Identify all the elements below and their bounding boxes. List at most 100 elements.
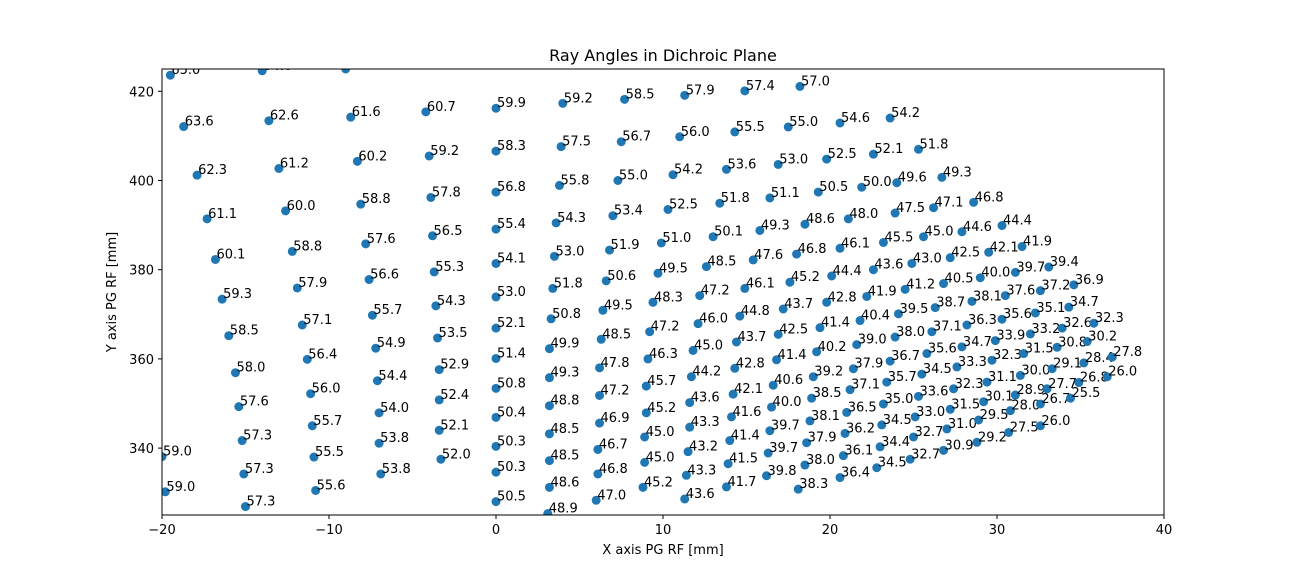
point-label: 37.2	[1041, 279, 1070, 294]
scatter-point	[595, 363, 605, 373]
scatter-point	[1079, 358, 1089, 368]
point-label: 34.7	[963, 335, 992, 350]
point-label: 26.0	[1108, 365, 1137, 380]
scatter-point	[765, 193, 775, 203]
point-label: 46.0	[699, 312, 728, 327]
y-tick-label: 380	[129, 264, 154, 279]
scatter-point	[641, 408, 651, 418]
point-label: 58.8	[293, 239, 322, 254]
point-label: 44.6	[963, 220, 992, 235]
scatter-point	[352, 156, 362, 166]
point-label: 41.4	[778, 348, 807, 363]
scatter-point	[491, 292, 501, 302]
point-label: 54.6	[841, 111, 870, 126]
point-label: 29.5	[980, 408, 1009, 423]
scatter-point	[234, 402, 244, 412]
point-label: 35.7	[888, 370, 917, 385]
scatter-point	[822, 154, 832, 164]
point-label: 38.1	[811, 409, 840, 424]
scatter-point	[281, 206, 291, 216]
point-label: 39.7	[1016, 260, 1045, 275]
scatter-point	[795, 81, 805, 91]
scatter-point	[640, 457, 650, 467]
point-label: 35.1	[1036, 301, 1065, 316]
scatter-point	[544, 456, 554, 466]
point-label: 53.0	[555, 244, 584, 259]
point-label: 50.8	[497, 376, 526, 391]
point-label: 38.7	[936, 296, 965, 311]
point-label: 49.5	[604, 298, 633, 313]
point-label: 49.3	[943, 165, 972, 180]
point-label: 44.4	[1003, 214, 1032, 229]
scatter-point	[491, 323, 501, 333]
point-label: 62.3	[198, 163, 227, 178]
point-label: 39.2	[814, 365, 843, 380]
point-label: 53.5	[439, 326, 468, 341]
scatter-point	[554, 180, 564, 190]
point-label: 27.5	[1010, 420, 1039, 435]
scatter-point	[763, 448, 773, 458]
point-label: 53.6	[727, 157, 756, 172]
scatter-point	[274, 163, 284, 173]
scatter-point	[302, 354, 312, 364]
scatter-point	[544, 482, 554, 492]
x-tick-label: 40	[1156, 523, 1173, 538]
point-label: 35.6	[1003, 307, 1032, 322]
scatter-point	[939, 279, 949, 289]
point-label: 54.2	[674, 163, 703, 178]
scatter-point	[1102, 372, 1112, 382]
point-label: 40.2	[818, 340, 847, 355]
point-label: 50.8	[552, 307, 581, 322]
point-label: 31.1	[988, 370, 1017, 385]
point-label: 57.8	[432, 185, 461, 200]
point-label: 44.8	[741, 304, 770, 319]
scatter-point	[942, 424, 952, 434]
point-label: 31.5	[951, 397, 980, 412]
point-label: 42.1	[734, 382, 763, 397]
point-label: 65.0	[171, 63, 200, 78]
scatter-point	[239, 469, 249, 479]
scatter-point	[356, 199, 366, 209]
y-tick-label: 340	[129, 442, 154, 457]
scatter-point	[808, 372, 818, 382]
scatter-point	[835, 118, 845, 128]
scatter-point	[307, 421, 317, 431]
scatter-point	[374, 438, 384, 448]
point-label: 64.0	[263, 59, 292, 74]
scatter-point	[1089, 318, 1099, 328]
point-label: 59.3	[223, 287, 252, 302]
scatter-point	[548, 283, 558, 293]
point-label: 52.9	[440, 358, 469, 373]
scatter-point	[640, 432, 650, 442]
scatter-point	[765, 426, 775, 436]
point-label: 39.7	[769, 441, 798, 456]
scatter-point	[740, 86, 750, 96]
scatter-point	[341, 69, 351, 74]
scatter-point	[433, 333, 443, 343]
point-label: 37.1	[851, 378, 880, 393]
scatter-point	[1082, 337, 1092, 347]
point-label: 33.3	[958, 355, 987, 370]
scatter-point	[972, 437, 982, 447]
scatter-point	[491, 103, 501, 113]
point-label: 35.0	[884, 392, 913, 407]
point-label: 57.6	[240, 395, 269, 410]
scatter-point	[893, 309, 903, 319]
point-label: 28.0	[1011, 399, 1040, 414]
scatter-point	[922, 349, 932, 359]
scatter-point	[162, 452, 167, 462]
scatter-point	[645, 327, 655, 337]
points-layer: 65.0 64.0 63.6 62.6 61.6 60.7 59.9 59.2 58.5 57.9…	[162, 59, 1142, 515]
scatter-point	[1069, 280, 1079, 290]
scatter-point	[892, 178, 902, 188]
point-label: 42.5	[779, 322, 808, 337]
point-label: 41.5	[729, 452, 758, 467]
point-label: 28.4	[1085, 351, 1114, 366]
scatter-point	[997, 314, 1007, 324]
point-label: 33.0	[916, 405, 945, 420]
scatter-point	[491, 383, 501, 393]
point-label: 30.0	[1021, 363, 1050, 378]
scatter-point	[491, 412, 501, 422]
scatter-point	[1030, 308, 1040, 318]
point-label: 43.3	[687, 463, 716, 478]
